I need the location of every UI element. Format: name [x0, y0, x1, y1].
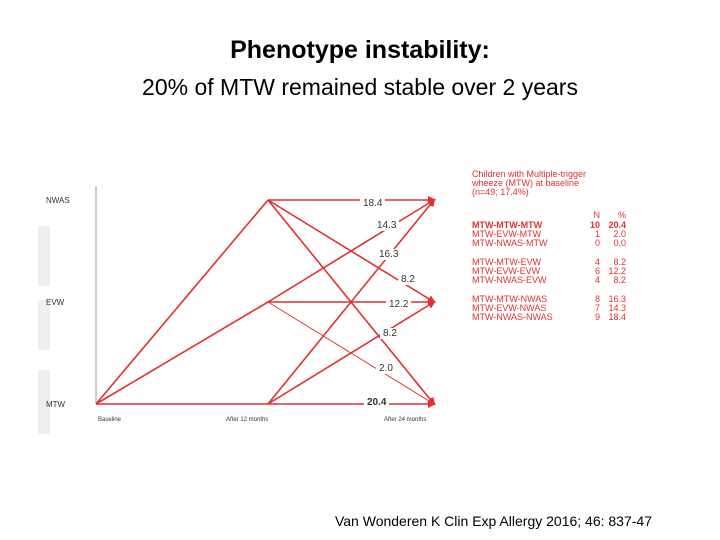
value-label: 14.3	[374, 220, 400, 231]
legend-heading: Children with Multiple-trigger wheeze (M…	[472, 170, 672, 197]
time-label-baseline: Baseline	[98, 417, 122, 423]
legend-path: MTW-EVW-EVW	[472, 266, 541, 276]
value-label: 20.4	[364, 397, 390, 408]
value-label: 18.4	[360, 198, 386, 209]
legend-pct: 12.2	[608, 266, 626, 276]
legend-pct: 8.2	[613, 257, 626, 267]
legend-n: 7	[594, 303, 600, 313]
legend-path: MTW-EVW-MTW	[472, 229, 542, 239]
legend-path: MTW-MTW-EVW	[472, 257, 542, 267]
legend-path: MTW-NWAS-NWAS	[472, 312, 553, 322]
legend-row: MTW-NWAS-NWAS 9 18.4	[472, 313, 672, 322]
legend-row: MTW-EVW-NWAS 7 14.3	[472, 304, 672, 313]
value-label: 16.3	[376, 249, 402, 260]
slide-title: Phenotype instability:	[230, 36, 490, 64]
legend-pct: 2.0	[613, 229, 626, 239]
legend-pct: 18.4	[608, 312, 626, 322]
legend-pct: 20.4	[608, 220, 626, 230]
value-label: 8.2	[398, 274, 418, 285]
legend-n: 10	[589, 220, 600, 230]
slide-subtitle: 20% of MTW remained stable over 2 years	[142, 74, 578, 100]
legend-pct: 0.0	[613, 238, 626, 248]
legend-path: MTW-NWAS-MTW	[472, 238, 548, 248]
value-label: 12.2	[386, 299, 412, 310]
edge-mark	[38, 370, 50, 434]
legend-heading-line: Children with Multiple-trigger	[472, 169, 587, 179]
path-line	[267, 301, 436, 406]
path-line	[95, 199, 269, 405]
state-label-evw: EVW	[46, 298, 65, 307]
legend-path: MTW-MTW-NWAS	[472, 294, 548, 304]
edge-mark	[38, 226, 50, 286]
legend-pct: 16.3	[608, 294, 626, 304]
time-label-24m: After 24 months	[384, 417, 427, 423]
legend-row: MTW-EVW-MTW 1 2.0	[472, 230, 672, 239]
legend-n: 4	[594, 257, 600, 267]
legend-col-n: N	[593, 210, 601, 220]
legend-path: MTW-MTW-MTW	[472, 220, 543, 230]
legend-row: MTW-NWAS-MTW 0 0.0	[472, 239, 672, 248]
legend-n: 8	[594, 294, 600, 304]
state-label-nwas: NWAS	[46, 196, 70, 205]
legend-path: MTW-EVW-NWAS	[472, 303, 547, 313]
value-label: 8.2	[380, 328, 400, 339]
legend-heading-line: wheeze (MTW) at baseline	[472, 178, 580, 188]
legend-pct: 8.2	[613, 275, 626, 285]
legend-n: 1	[594, 229, 600, 239]
legend-pct: 14.3	[608, 303, 626, 313]
legend-row: MTW-MTW-MTW 10 20.4	[472, 221, 672, 230]
time-label-12m: After 12 months	[226, 417, 269, 423]
citation: Van Wonderen K Clin Exp Allergy 2016; 46…	[334, 513, 652, 529]
legend-row: MTW-EVW-EVW 6 12.2	[472, 267, 672, 276]
legend-col-pct: %	[617, 210, 626, 220]
legend-row: MTW-MTW-EVW 4 8.2	[472, 258, 672, 267]
legend-n: 4	[594, 275, 600, 285]
path-line	[95, 301, 269, 405]
legend-n: 0	[594, 238, 600, 248]
legend-path: MTW-NWAS-EVW	[472, 275, 547, 285]
legend-row: MTW-NWAS-EVW 4 8.2	[472, 276, 672, 285]
legend: Children with Multiple-trigger wheeze (M…	[472, 170, 672, 322]
path-line	[267, 199, 436, 304]
value-label: 2.0	[376, 363, 396, 374]
legend-n: 6	[594, 266, 600, 276]
legend-row: MTW-MTW-NWAS 8 16.3	[472, 295, 672, 304]
state-label-mtw: MTW	[46, 400, 66, 409]
legend-heading-line: (n=49; 17.4%)	[472, 187, 529, 197]
path-line	[267, 199, 436, 406]
edge-mark	[38, 300, 50, 350]
legend-column-headers: N %	[472, 211, 672, 221]
trajectory-lines	[95, 186, 436, 408]
legend-n: 9	[594, 312, 600, 322]
